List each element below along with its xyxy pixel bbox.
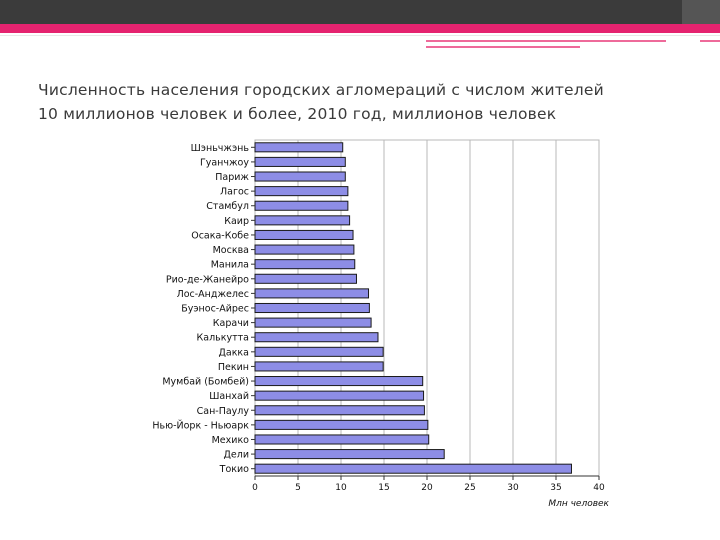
bar-20 (254, 434, 430, 445)
bar-8 (254, 259, 356, 270)
bar-9 (254, 273, 357, 284)
bar-1 (254, 156, 346, 167)
category-label-20: Мехико (212, 435, 250, 446)
bar-10 (254, 288, 370, 299)
bar-7 (254, 244, 355, 255)
slide-title: Численность населения городских агломера… (38, 78, 718, 126)
x-tick-label-10: 10 (335, 483, 347, 493)
accent-line-lower (426, 46, 580, 48)
bar-0 (254, 142, 344, 153)
category-label-16: Мумбай (Бомбей) (162, 377, 249, 388)
accent-line-upper (426, 40, 666, 42)
bar-14 (254, 346, 384, 357)
bar-11 (254, 302, 370, 314)
category-label-5: Каир (224, 216, 249, 227)
category-label-11: Буэнос-Айрес (181, 304, 249, 315)
x-tick-label-20: 20 (421, 483, 433, 493)
bar-2 (254, 171, 346, 182)
bar-16 (254, 376, 424, 387)
x-tick-label-35: 35 (550, 483, 561, 493)
x-tick-label-15: 15 (378, 483, 389, 493)
category-label-7: Москва (213, 245, 249, 256)
header-corner-block (682, 0, 720, 24)
category-label-3: Лагос (220, 187, 249, 198)
bar-12 (254, 317, 372, 328)
slide-title-line-2: 10 миллионов человек и более, 2010 год, … (38, 105, 557, 123)
x-tick-label-25: 25 (464, 483, 475, 493)
x-tick-label-0: 0 (252, 483, 258, 493)
bar-6 (254, 229, 354, 240)
category-label-12: Карачи (213, 318, 249, 329)
category-label-6: Осака-Кобе (191, 230, 249, 241)
bar-18 (254, 405, 425, 416)
top-header-bar (0, 0, 720, 24)
bar-22 (254, 463, 572, 474)
category-label-14: Дакка (218, 347, 249, 358)
category-label-19: Нью-Йорк - Ньюарк (152, 419, 249, 431)
bar-19 (254, 419, 429, 430)
accent-line-right (700, 40, 720, 42)
bar-4 (254, 200, 349, 211)
bar-15 (254, 361, 384, 372)
bar-13 (254, 332, 379, 343)
category-label-2: Париж (215, 172, 249, 183)
category-label-17: Шанхай (209, 391, 249, 402)
category-label-15: Пекин (218, 362, 249, 373)
category-label-18: Сан-Паулу (197, 406, 250, 417)
category-label-0: Шэньчжэнь (191, 143, 250, 154)
x-tick-label-30: 30 (507, 483, 519, 493)
category-label-9: Рио-де-Жанейро (166, 274, 249, 285)
bar-21 (254, 449, 445, 460)
category-label-22: Токио (219, 464, 250, 475)
accent-stripe (0, 24, 720, 33)
slide-title-line-1: Численность населения городских агломера… (38, 81, 604, 99)
x-tick-label-40: 40 (593, 483, 605, 493)
category-label-8: Манила (211, 260, 249, 271)
category-label-4: Стамбул (206, 201, 249, 212)
bar-17 (254, 390, 425, 401)
x-tick-label-5: 5 (295, 483, 301, 493)
bar-3 (254, 186, 349, 197)
x-axis-title: Млн человек (548, 499, 609, 509)
divider-line (0, 35, 720, 36)
category-label-1: Гуанчжоу (200, 157, 249, 168)
category-label-13: Калькутта (197, 333, 250, 344)
category-label-21: Дели (223, 450, 249, 461)
category-label-10: Лос-Анджелес (177, 289, 249, 300)
bar-5 (254, 215, 351, 226)
